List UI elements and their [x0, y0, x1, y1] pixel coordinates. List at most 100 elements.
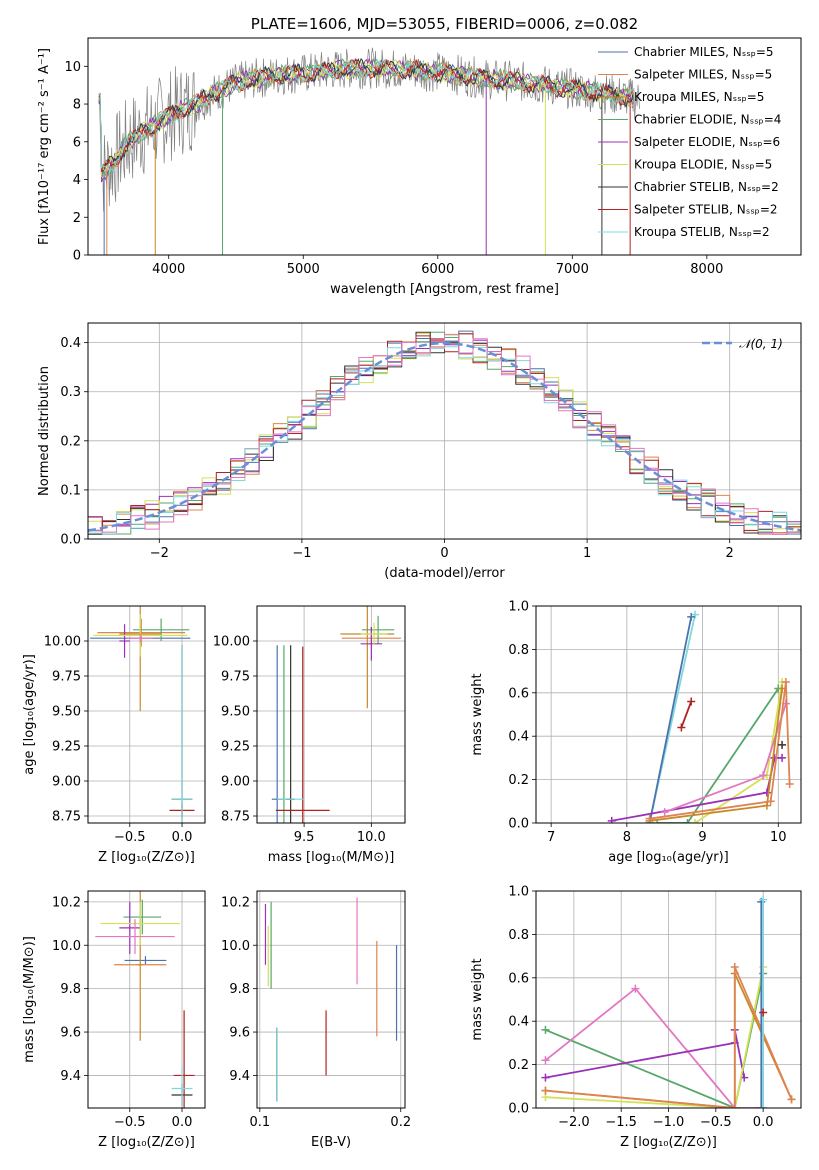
x-axis-label: mass [log₁₀(M/M⊙)]	[268, 850, 395, 865]
model-spectrum-line	[98, 56, 634, 183]
weight-series-line	[545, 973, 764, 1108]
weight-marker	[541, 1086, 550, 1095]
axes-frame	[87, 890, 206, 1109]
legend-entry: Chabrier STELIB, Nₛₛₚ=2	[634, 180, 779, 194]
y-tick-label: 0.0	[60, 533, 81, 548]
mass-vs-metallicity-plot: −0.5 0.0 9.4 9.6 9.8 10.0 10.2 Z [log₁₀(Z/Z⊙)] m…	[22, 890, 206, 1150]
x-tick-label: −2.0	[558, 1115, 590, 1130]
y-tick-label: 0	[73, 249, 81, 264]
weight-marker	[785, 779, 794, 788]
weight-marker	[730, 1104, 739, 1108]
observed-spectrum-line	[98, 47, 640, 212]
legend-entry: Chabrier ELODIE, Nₛₛₚ=4	[634, 113, 781, 127]
x-tick-label: −1.0	[653, 1115, 685, 1130]
x-tick-label: 7000	[556, 262, 589, 277]
x-tick-label: −2	[150, 546, 169, 561]
y-tick-label: 9.25	[221, 740, 250, 755]
legend-entry: Kroupa ELODIE, Nₛₛₚ=5	[634, 158, 772, 172]
weight-marker	[645, 814, 654, 823]
plot-area	[90, 606, 195, 823]
plot-area	[95, 891, 195, 1108]
x-axis-label: (data-model)/error	[384, 566, 505, 581]
weight-series-line	[657, 687, 780, 823]
y-tick-label: 10.00	[44, 635, 81, 650]
x-tick-label: 0.0	[172, 830, 193, 845]
weight-marker	[781, 677, 790, 686]
spectrum-plot: 4000 5000 6000 7000 8000 0 2 4 6 8 10 wavelength [A…	[37, 15, 802, 297]
x-tick-label: 5000	[287, 262, 320, 277]
y-tick-label: 9.4	[229, 1069, 250, 1084]
x-tick-label: −1	[292, 546, 311, 561]
mass-vs-extinction-plot: 0.1 0.2 9.4 9.6 9.8 10.0 10.2 E(B-V)	[221, 890, 411, 1150]
weight-marker	[541, 1025, 550, 1034]
x-tick-label: −0.5	[700, 1115, 732, 1130]
weight-vs-metallicity-plot: −2.0 −1.5 −1.0 −0.5 0.0 0.0 0.2 0.4 0.6 0.8 1.0 Z […	[470, 885, 802, 1150]
x-tick-label: 1	[583, 546, 591, 561]
weight-marker	[687, 612, 696, 621]
x-tick-label: 0.0	[753, 1115, 774, 1130]
x-tick-label: 6000	[421, 262, 454, 277]
weight-marker	[631, 984, 640, 993]
legend-entry: Kroupa STELIB, Nₛₛₚ=2	[634, 225, 770, 239]
x-tick-label: 7	[547, 830, 555, 845]
plot-area	[88, 330, 801, 535]
y-tick-label: 9.00	[52, 775, 81, 790]
weight-marker	[787, 1095, 796, 1104]
axes-frame	[535, 890, 802, 1109]
model-spectrum-line	[98, 58, 634, 172]
chart-title: PLATE=1606, MJD=53055, FIBERID=0006, z=0…	[251, 15, 638, 33]
weight-marker	[757, 1104, 766, 1108]
y-tick-label: 0.6	[508, 971, 529, 986]
weight-marker	[762, 788, 771, 797]
x-tick-label: 8	[623, 830, 631, 845]
weight-series-line	[545, 966, 764, 1108]
legend-entry: Salpeter STELIB, Nₛₛₚ=2	[634, 203, 778, 217]
y-tick-label: 9.50	[52, 705, 81, 720]
weight-series-line	[680, 701, 693, 728]
legend-entry: Chabrier MILES, Nₛₛₚ=5	[634, 45, 774, 59]
y-tick-label: 0.8	[508, 643, 529, 658]
x-axis-label: Z [log₁₀(Z/Z⊙)]	[98, 850, 195, 865]
y-tick-label: 10.0	[52, 939, 81, 954]
y-tick-label: 1.0	[508, 600, 529, 615]
x-tick-label: 0.0	[172, 1115, 193, 1130]
model-spectrum-line	[98, 58, 634, 174]
plot-area	[541, 895, 796, 1108]
x-tick-label: 2	[726, 546, 734, 561]
y-axis-label: Flux [fλ10⁻¹⁷ erg cm⁻² s⁻¹ A⁻¹]	[37, 48, 52, 245]
weight-marker	[766, 797, 775, 806]
y-tick-label: 0.8	[508, 928, 529, 943]
y-tick-label: 0.4	[508, 730, 529, 745]
weight-series-line	[648, 616, 693, 823]
x-tick-label: −0.5	[114, 830, 146, 845]
y-tick-label: 0.6	[508, 686, 529, 701]
y-axis-label: age [log₁₀(age/yr)]	[22, 654, 37, 775]
x-tick-label: 0	[440, 546, 448, 561]
y-tick-label: 0.0	[508, 1102, 529, 1117]
y-tick-label: 9.8	[60, 982, 81, 997]
y-tick-label: 9.6	[229, 1026, 250, 1041]
y-tick-label: 0.4	[60, 336, 81, 351]
x-tick-label: 10.0	[357, 830, 386, 845]
axes-frame	[87, 37, 802, 256]
weight-marker	[759, 1008, 768, 1017]
y-tick-label: 0.2	[508, 1058, 529, 1073]
legend-entry: Kroupa MILES, Nₛₛₚ=5	[634, 90, 764, 104]
x-axis-label: age [log₁₀(age/yr)]	[608, 850, 729, 865]
x-axis-label: Z [log₁₀(Z/Z⊙)]	[98, 1135, 195, 1150]
gaussian-reference-line	[88, 341, 801, 532]
axes-frame	[256, 605, 406, 824]
age-vs-metallicity-plot: −0.5 0.0 8.75 9.00 9.25 9.50 9.75 10.00 Z [log₁₀…	[22, 605, 206, 865]
weight-marker	[778, 740, 787, 749]
weight-marker	[683, 819, 692, 823]
y-axis-label: Normed distribution	[37, 366, 52, 496]
x-axis-label: wavelength [Angstrom, rest frame]	[330, 282, 559, 297]
axes-frame	[87, 322, 802, 540]
weight-marker	[607, 816, 616, 823]
weight-marker	[730, 962, 739, 971]
y-tick-label: 0.1	[60, 483, 81, 498]
y-axis-label: mass [log₁₀(M/M⊙)]	[22, 936, 37, 1063]
model-spectrum-line	[98, 58, 634, 179]
x-tick-label: 4000	[152, 262, 185, 277]
weight-marker	[770, 753, 779, 762]
